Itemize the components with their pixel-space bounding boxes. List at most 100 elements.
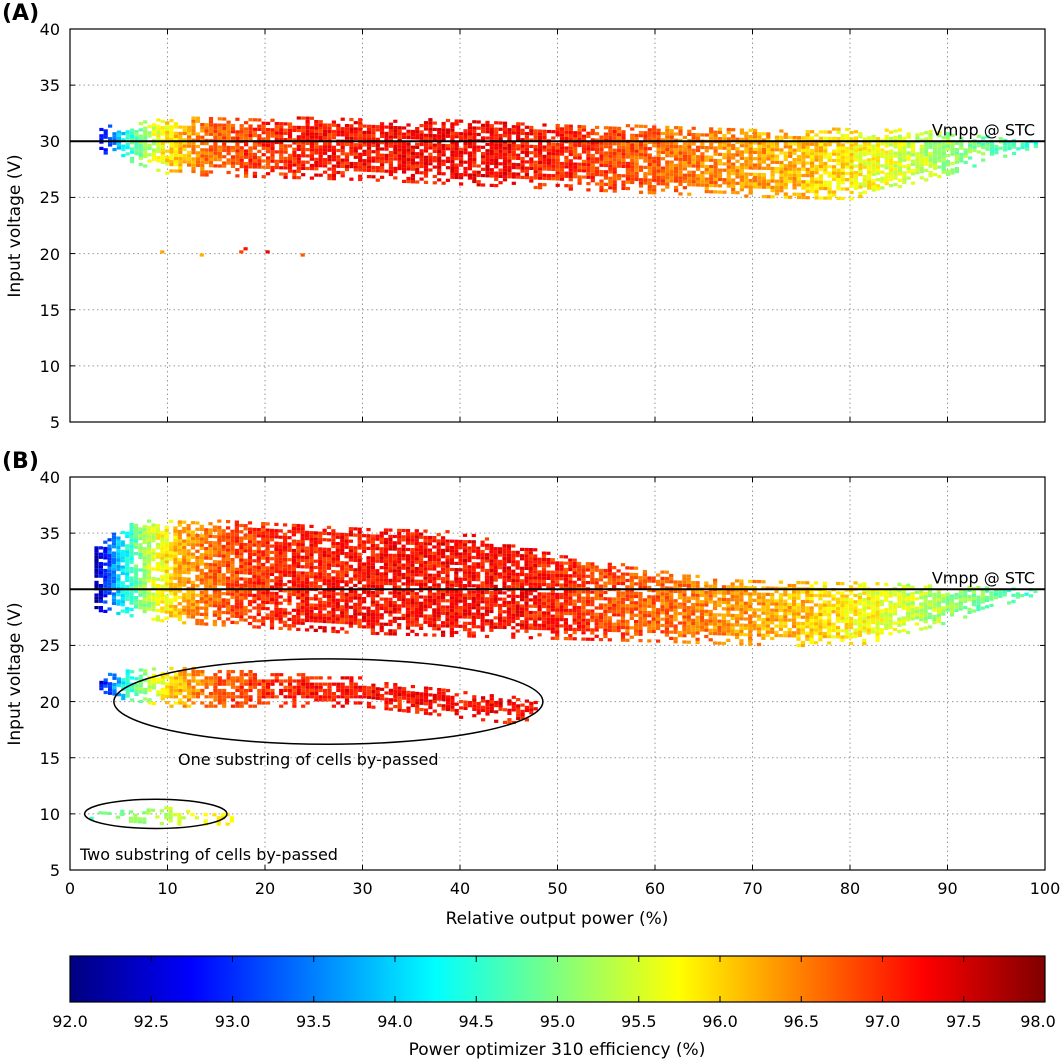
- heatmap-cell: [366, 153, 372, 157]
- heatmap-cell: [143, 151, 148, 155]
- heatmap-cell: [810, 155, 815, 159]
- heatmap-cell: [669, 129, 674, 133]
- heatmap-cell: [432, 545, 437, 549]
- heatmap-cell: [696, 136, 701, 140]
- heatmap-cell: [305, 552, 310, 556]
- heatmap-cell: [213, 136, 218, 140]
- heatmap-cell: [401, 528, 406, 533]
- heatmap-cell: [138, 533, 143, 537]
- heatmap-cell: [98, 590, 103, 594]
- heatmap-cell: [902, 149, 907, 153]
- heatmap-cell: [405, 576, 411, 580]
- heatmap-cell: [384, 135, 389, 139]
- heatmap-cell: [516, 166, 521, 170]
- heatmap-cell: [586, 141, 591, 145]
- heatmap-cell: [344, 542, 349, 546]
- heatmap-cell: [234, 595, 239, 600]
- heatmap-cell: [709, 155, 714, 159]
- heatmap-cell: [247, 537, 253, 541]
- heatmap-cell: [801, 155, 806, 159]
- heatmap-cell: [318, 559, 323, 564]
- heatmap-cell: [638, 168, 644, 172]
- heatmap-cell: [204, 547, 209, 551]
- heatmap-cell: [463, 173, 468, 177]
- heatmap-cell: [748, 185, 753, 189]
- heatmap-cell: [924, 156, 929, 160]
- heatmap-cell: [823, 146, 828, 150]
- heatmap-cell: [103, 129, 108, 133]
- heatmap-cell: [366, 556, 371, 560]
- heatmap-cell: [559, 177, 565, 181]
- heatmap-cell: [862, 137, 867, 141]
- heatmap-cell: [414, 582, 419, 586]
- heatmap-cell: [840, 149, 845, 153]
- heatmap-cell: [529, 157, 534, 161]
- heatmap-cell: [634, 152, 639, 156]
- heatmap-cell: [366, 165, 372, 169]
- heatmap-cell: [305, 119, 310, 123]
- heatmap-cell: [323, 170, 328, 174]
- heatmap-cell: [436, 611, 441, 615]
- heatmap-cell: [383, 537, 389, 542]
- heatmap-cell: [612, 161, 617, 165]
- heatmap-cell: [358, 121, 363, 125]
- heatmap-cell: [928, 152, 933, 156]
- heatmap-cell: [476, 120, 481, 124]
- heatmap-cell: [638, 153, 644, 157]
- heatmap-cell: [603, 163, 608, 168]
- heatmap-cell: [366, 137, 372, 141]
- heatmap-cell: [406, 148, 411, 152]
- heatmap-cell: [449, 545, 454, 550]
- heatmap-cell: [366, 559, 371, 563]
- heatmap-cell: [621, 145, 626, 150]
- heatmap-cell: [217, 148, 222, 152]
- heatmap-cell: [463, 166, 468, 171]
- heatmap-cell: [608, 126, 613, 130]
- heatmap-cell: [459, 151, 464, 155]
- heatmap-cell: [432, 620, 437, 625]
- heatmap-cell: [177, 608, 182, 612]
- heatmap-cell: [533, 132, 538, 136]
- heatmap-cell: [392, 591, 397, 595]
- heatmap-cell: [318, 148, 323, 152]
- heatmap-cell: [818, 152, 823, 156]
- heatmap-cell: [405, 626, 411, 630]
- heatmap-cell: [998, 137, 1003, 141]
- heatmap-cell: [989, 143, 995, 147]
- heatmap-cell: [151, 583, 156, 587]
- heatmap-cell: [204, 578, 209, 582]
- heatmap-cell: [380, 134, 385, 138]
- heatmap-cell: [415, 180, 420, 184]
- heatmap-cell: [405, 604, 411, 608]
- heatmap-cell: [226, 130, 231, 134]
- heatmap-cell: [353, 527, 358, 531]
- heatmap-cell: [818, 180, 823, 184]
- heatmap-cell: [190, 568, 196, 572]
- heatmap-cell: [380, 156, 385, 160]
- heatmap-cell: [362, 562, 367, 566]
- heatmap-cell: [318, 550, 323, 554]
- heatmap-cell: [335, 630, 340, 634]
- heatmap-cell: [612, 126, 617, 130]
- heatmap-cell: [151, 586, 156, 590]
- heatmap-cell: [410, 604, 415, 608]
- heatmap-cell: [160, 540, 165, 544]
- heatmap-cell: [450, 172, 455, 176]
- heatmap-cell: [423, 582, 428, 587]
- heatmap-cell: [669, 179, 674, 183]
- heatmap-cell: [441, 128, 446, 132]
- heatmap-cell: [278, 626, 283, 630]
- heatmap-cell: [432, 181, 437, 185]
- heatmap-cell: [362, 619, 367, 623]
- heatmap-cell: [603, 132, 608, 136]
- heatmap-cell: [884, 172, 889, 176]
- heatmap-cell: [366, 528, 371, 532]
- heatmap-cell: [524, 141, 529, 145]
- heatmap-cell: [383, 550, 389, 554]
- heatmap-cell: [296, 583, 301, 587]
- heatmap-cell: [348, 618, 353, 622]
- heatmap-cell: [314, 160, 319, 165]
- heatmap-cell: [788, 142, 793, 146]
- heatmap-cell: [410, 598, 415, 602]
- heatmap-cell: [871, 188, 876, 192]
